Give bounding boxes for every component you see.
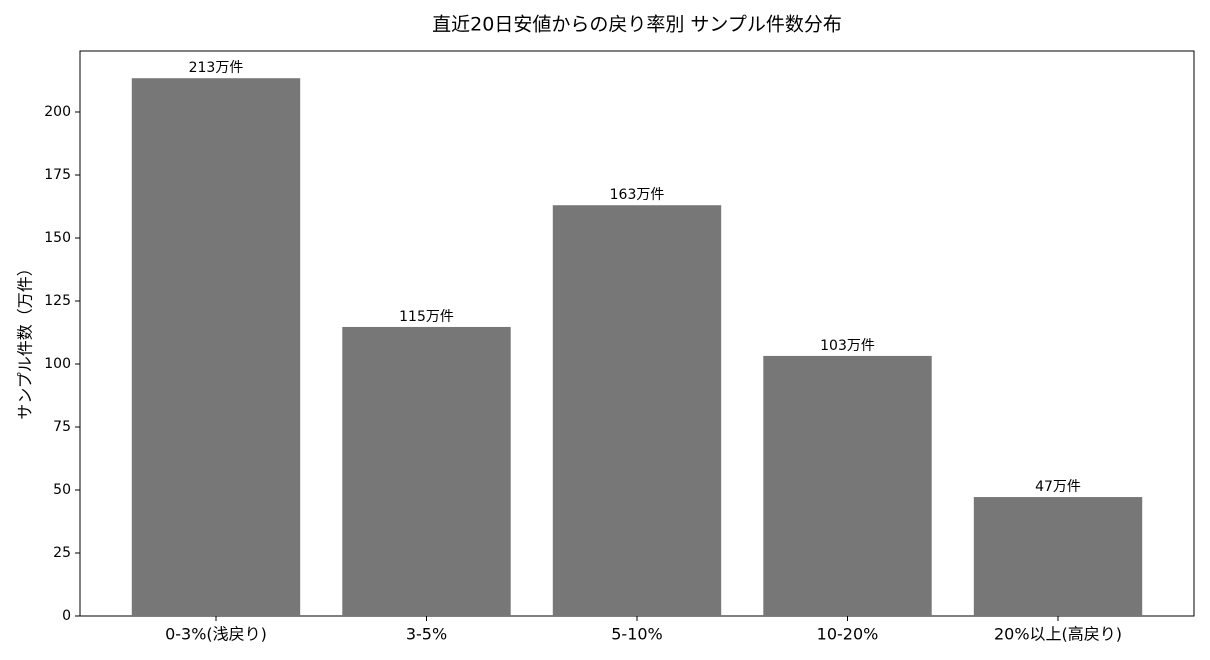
bar bbox=[552, 205, 722, 616]
x-tick-label: 5-10% bbox=[611, 625, 663, 644]
value-label: 213万件 bbox=[189, 60, 244, 76]
value-label: 47万件 bbox=[1035, 479, 1081, 495]
y-tick-label: 75 bbox=[53, 419, 71, 435]
y-tick-label: 125 bbox=[44, 293, 71, 309]
x-tick-label: 20%以上(高戻り) bbox=[994, 625, 1122, 644]
y-tick-label: 175 bbox=[44, 167, 71, 183]
y-tick-label: 25 bbox=[53, 545, 71, 561]
value-label: 115万件 bbox=[399, 309, 454, 325]
value-label: 163万件 bbox=[610, 187, 665, 203]
y-tick-label: 0 bbox=[62, 608, 71, 624]
bar bbox=[973, 497, 1143, 616]
x-tick-label: 3-5% bbox=[406, 625, 447, 644]
y-axis-label: サンプル件数（万件） bbox=[16, 260, 35, 420]
x-tick-label: 10-20% bbox=[817, 625, 879, 644]
y-tick-label: 200 bbox=[44, 104, 71, 120]
y-tick-label: 100 bbox=[44, 356, 71, 372]
bar bbox=[342, 326, 511, 616]
y-tick-label: 150 bbox=[44, 230, 71, 246]
y-tick-label: 50 bbox=[53, 482, 71, 498]
bar bbox=[763, 355, 932, 616]
bar bbox=[131, 78, 301, 616]
value-label: 103万件 bbox=[820, 338, 875, 354]
chart-title: 直近20日安値からの戻り率別 サンプル件数分布 bbox=[432, 14, 842, 36]
x-tick-label: 0-3%(浅戻り) bbox=[165, 625, 267, 644]
